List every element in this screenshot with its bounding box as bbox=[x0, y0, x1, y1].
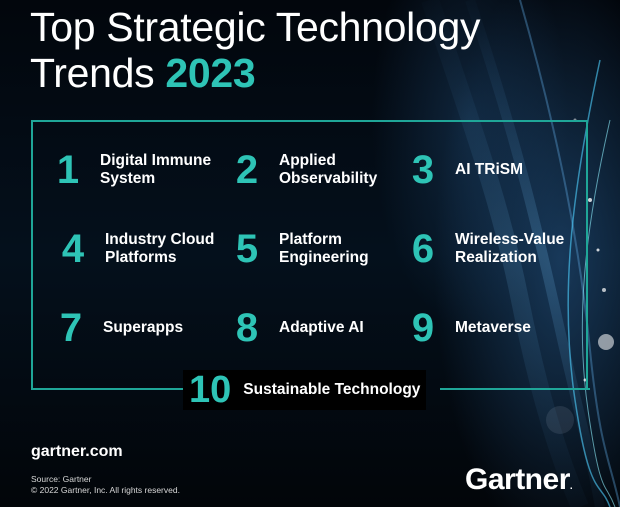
trend-item-5: 5 Platform Engineering bbox=[229, 229, 409, 269]
trend-number: 2 bbox=[235, 148, 259, 192]
frame-bottom-left-line bbox=[31, 388, 183, 390]
trend-label: Adaptive AI bbox=[279, 319, 364, 336]
trend-number: 10 bbox=[189, 369, 232, 411]
logo-mark: . bbox=[569, 481, 573, 492]
trends-frame bbox=[31, 120, 588, 388]
trend-item-1: 1 Digital Immune System bbox=[50, 150, 230, 190]
logo-wordmark: Gartner bbox=[465, 463, 570, 496]
source-text: Source: Gartner bbox=[31, 474, 92, 484]
title-year: 2023 bbox=[165, 50, 256, 96]
title-line-1: Top Strategic Technology bbox=[30, 4, 481, 50]
trend-item-3: 3 AI TRiSM bbox=[405, 150, 585, 190]
trend-label: Superapps bbox=[103, 319, 184, 336]
trend-number: 5 bbox=[235, 227, 259, 271]
trend-label: Platform Engineering bbox=[279, 231, 369, 266]
trend-number: 9 bbox=[411, 306, 435, 350]
source-note: Source: Gartner © 2022 Gartner, Inc. All… bbox=[31, 474, 180, 496]
trend-number: 7 bbox=[59, 306, 83, 350]
trend-item-2: 2 Applied Observability bbox=[229, 150, 409, 190]
trend-number: 8 bbox=[235, 306, 259, 350]
trend-item-6: 6 Wireless-Value Realization bbox=[405, 229, 585, 269]
page-title: Top Strategic Technology Trends 2023 bbox=[30, 4, 480, 96]
trend-number: 3 bbox=[411, 148, 435, 192]
trend-number: 4 bbox=[61, 227, 85, 271]
trend-item-9: 9 Metaverse bbox=[405, 308, 585, 348]
website-link[interactable]: gartner.com bbox=[31, 443, 123, 460]
gartner-logo: Gartner. bbox=[465, 463, 573, 497]
trend-label: Sustainable Technology bbox=[243, 381, 421, 398]
frame-bottom-right-line bbox=[440, 388, 590, 390]
trend-item-10: 10 Sustainable Technology bbox=[183, 369, 427, 411]
trend-number: 1 bbox=[56, 148, 80, 192]
trend-label: Applied Observability bbox=[279, 152, 378, 187]
copyright-text: © 2022 Gartner, Inc. All rights reserved… bbox=[31, 485, 180, 495]
trend-item-7: 7 Superapps bbox=[53, 308, 233, 348]
trend-label: AI TRiSM bbox=[455, 161, 524, 178]
trend-label: Industry Cloud Platforms bbox=[105, 231, 215, 266]
trend-label: Wireless-Value Realization bbox=[455, 231, 565, 266]
title-line-2-prefix: Trends bbox=[30, 50, 166, 96]
trend-label: Metaverse bbox=[455, 319, 531, 336]
trend-item-8: 8 Adaptive AI bbox=[229, 308, 409, 348]
trend-item-4: 4 Industry Cloud Platforms bbox=[55, 229, 235, 269]
trend-label: Digital Immune System bbox=[100, 152, 212, 187]
trend-number: 6 bbox=[411, 227, 435, 271]
